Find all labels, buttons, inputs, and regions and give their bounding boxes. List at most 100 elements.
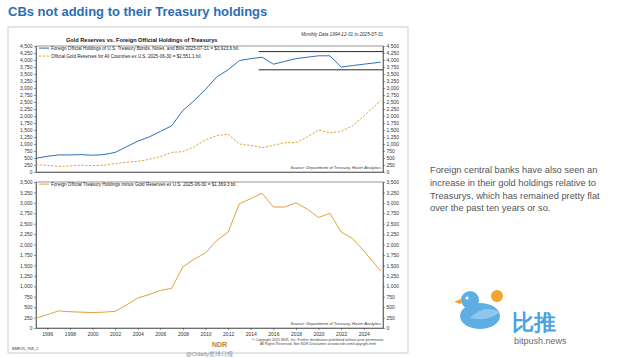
tick: 1,500 [383,127,399,133]
tick-label: 2016 [268,331,279,337]
tick: 2006 [155,328,166,337]
tick-mark [34,102,36,103]
tick-label: 3,250 [387,190,400,196]
tick-label: 250 [387,162,396,168]
tick-label: 1,500 [387,263,400,269]
tick: 2024 [359,328,370,337]
series-line [36,56,381,158]
tick: 2,500 [20,221,36,227]
tick-mark [34,203,36,204]
copyright-line: © Copyright 2025 NDR, Inc. Further distr… [252,338,384,342]
tick-label: 1,500 [20,263,33,269]
tick-label: 3,500 [387,179,400,185]
series-line [36,193,381,318]
tick: 500 [383,155,395,161]
chart-subtitle: Monthly Data 1994-12-31 to 2025-07-31 [301,32,383,37]
plot-area [36,52,383,167]
tick-label: 4,000 [20,57,33,63]
tick-mark [383,192,385,193]
tick-label: 250 [24,162,33,168]
tick-label: 3,000 [387,85,400,91]
tick-mark [34,182,36,183]
source-note: Source: Department of Treasury, Haver An… [291,321,382,326]
tick-mark [383,67,385,68]
tick: 0 [383,169,390,175]
tick: 1,750 [20,120,36,126]
tick: 2022 [336,328,347,337]
tick-mark [34,224,36,225]
tick-label: 2,500 [20,221,33,227]
tick: 3,500 [20,71,36,77]
tick-mark [34,116,36,117]
tick-label: 3,000 [20,200,33,206]
axis-line [383,183,384,329]
tick-mark [34,74,36,75]
tick-label: 3,750 [387,64,400,70]
tick-mark [383,46,385,47]
tick-mark [383,116,385,117]
tick: 2020 [314,328,325,337]
tick-mark [34,265,36,266]
tick-label: 2,250 [20,106,33,112]
tick: 3,500 [383,179,399,185]
tick-mark [383,60,385,61]
copyright-line: All Rights Reserved. See NDR Disclaimer … [260,342,376,346]
tick-label: 3,750 [20,64,33,70]
tick-mark [383,297,385,298]
tick-mark [34,46,36,47]
reference-line [259,51,383,52]
tick-label: 2000 [87,331,98,337]
tick-mark [34,318,36,319]
tick-label: 3,500 [20,71,33,77]
tick-label: 2022 [336,331,347,337]
tick: 3,000 [20,200,36,206]
tick-label: 2002 [110,331,121,337]
tick-label: 2010 [200,331,211,337]
tick-label: 2,500 [20,99,33,105]
tick: 1,000 [20,141,36,147]
tick-label: 3,250 [387,78,400,84]
logo-bird-wing [470,309,500,319]
tick-label: 1,250 [387,273,400,279]
tick-mark [34,213,36,214]
tick: 4,000 [383,57,399,63]
series-line [36,101,381,167]
tick-mark [34,276,36,277]
tick-label: 750 [387,294,396,300]
tick-mark [34,192,36,193]
tick: 750 [383,148,395,154]
tick: 2004 [133,328,144,337]
tick: 3,500 [383,71,399,77]
tick-label: 1998 [65,331,76,337]
tick: 4,250 [383,50,399,56]
legend-swatch [39,48,49,49]
tick-label: 1,000 [387,141,400,147]
footer-code: BMF25_768_C [12,346,39,351]
logo: 比推bitpush.news [454,290,567,346]
tick: 2,000 [20,242,36,248]
tick-label: 750 [24,294,33,300]
tick: 3,750 [383,64,399,70]
tick: 1,500 [20,127,36,133]
tick-mark [383,165,385,166]
tick-label: 2,250 [387,106,400,112]
legend-entry: Foreign Official Holdings of U.S. Treasu… [51,46,239,51]
tick: 1,750 [20,252,36,258]
tick: 2016 [268,328,279,337]
source-note: Source: Department of Treasury, Haver An… [291,165,382,170]
tick-label: 500 [387,304,396,310]
y-axis-right: 02505007501,0001,2501,5001,7502,0002,250… [383,179,399,331]
tick-label: 1,750 [387,252,400,258]
tick-mark [383,74,385,75]
tick: 2000 [87,328,98,337]
tick-mark [383,151,385,152]
tick-mark [34,67,36,68]
tick-mark [34,137,36,138]
legend-entry: Foreign Official Treasury Holdings minus… [51,182,237,187]
tick-label: 1,750 [387,120,400,126]
footer-brand: NDR [212,341,227,348]
tick-label: 2,250 [387,231,400,237]
panel-frame [8,27,408,353]
tick: 750 [24,294,36,300]
tick: 4,250 [20,50,36,56]
